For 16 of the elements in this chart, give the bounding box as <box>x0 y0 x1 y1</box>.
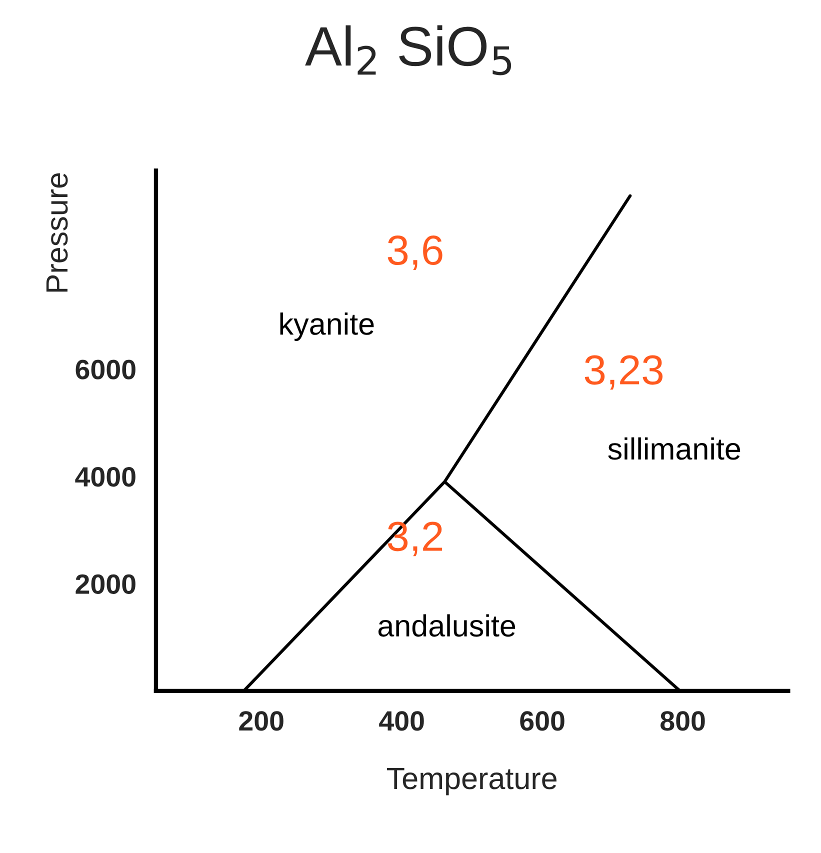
annotation: andalusite <box>378 614 516 637</box>
x-tick-label: 600 <box>520 711 564 731</box>
x-axis-title: Temperature <box>387 768 556 796</box>
annotation: 3,6 <box>388 236 442 270</box>
x-tick-label: 800 <box>660 711 705 731</box>
chart-title: Al$_{2}$ SiO$_{5}$ <box>305 25 512 76</box>
y-axis-title: Pressure <box>46 173 68 292</box>
annotation: sillimanite <box>608 437 740 460</box>
x-tick-label: 200 <box>239 711 284 731</box>
x-tick-label: 400 <box>379 711 424 731</box>
y-tick-label: 2000 <box>76 574 136 594</box>
annotation: 3,23 <box>584 355 663 390</box>
annotation: kyanite <box>280 312 374 341</box>
y-tick-label: 6000 <box>76 360 136 380</box>
y-tick-label: 4000 <box>75 467 136 487</box>
annotation: 3,2 <box>388 522 442 556</box>
